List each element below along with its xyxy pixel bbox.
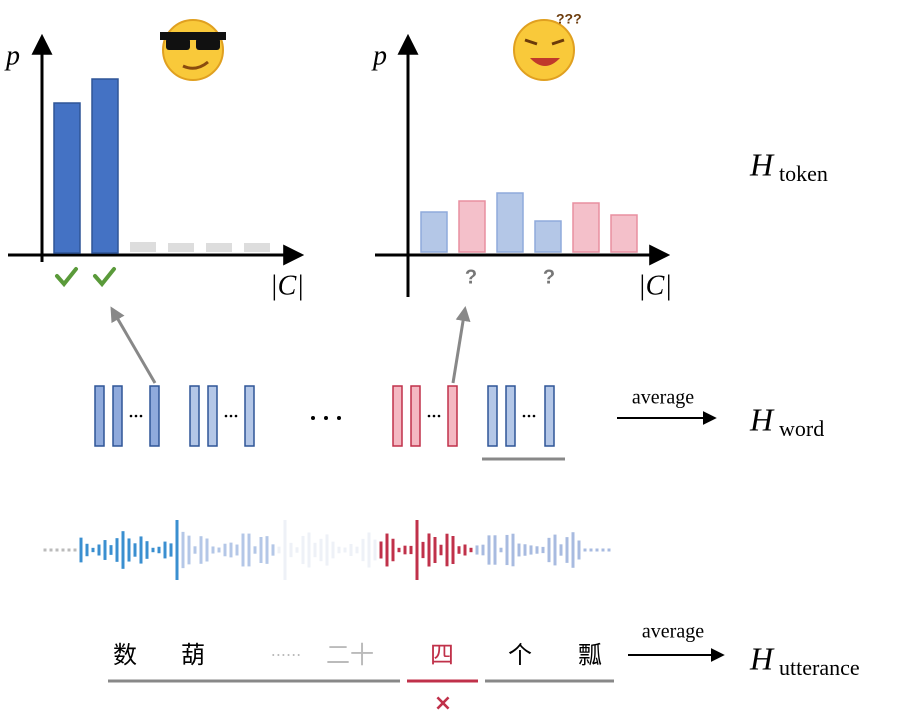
token-text: 葫 [181,641,205,669]
bar [496,192,524,253]
bar [244,243,270,252]
word-row [94,385,565,461]
uncertain-chart: p |C| ? ? ??? [371,11,672,302]
axis-label: p [371,40,387,71]
bar [53,102,81,254]
error-mark: × [434,691,452,716]
token-text: 二十 [326,641,374,669]
confused-emoji: ??? [513,11,582,81]
arrow-label: average [632,387,694,409]
entropy-symbol: H [749,146,775,182]
bar [206,243,232,252]
uncertain-mark: ? [543,266,555,288]
axis-label: |C| [270,270,304,301]
confident-chart: p |C| [4,19,305,301]
axis-label: p [4,40,20,71]
arrow-label: average [642,621,704,643]
token-text: 数 [113,641,137,669]
bar [130,242,156,252]
entropy-subscript: word [779,416,824,441]
bar [610,214,638,253]
token-text: 个 [508,641,532,669]
uncertain-mark: ? [465,266,477,288]
entropy-symbol: H [749,640,775,676]
cool-emoji [160,19,226,81]
bar [168,243,194,252]
check [93,267,116,288]
check [55,267,78,288]
bar [420,211,448,253]
waveform [43,520,611,580]
svg-text:???: ??? [556,11,582,27]
axis-label: |C| [638,270,672,301]
bar [458,200,486,253]
token-text: 四 [430,641,454,669]
entropy-subscript: utterance [779,655,860,680]
bar [534,220,562,253]
entropy-symbol: H [749,401,775,437]
token-text: 瓢 [578,641,602,669]
bar [572,202,600,253]
link-arrow [451,306,471,384]
link-arrow [110,306,157,384]
token-text: ······ [271,646,302,665]
entropy-subscript: token [779,161,828,186]
bar [91,78,119,254]
